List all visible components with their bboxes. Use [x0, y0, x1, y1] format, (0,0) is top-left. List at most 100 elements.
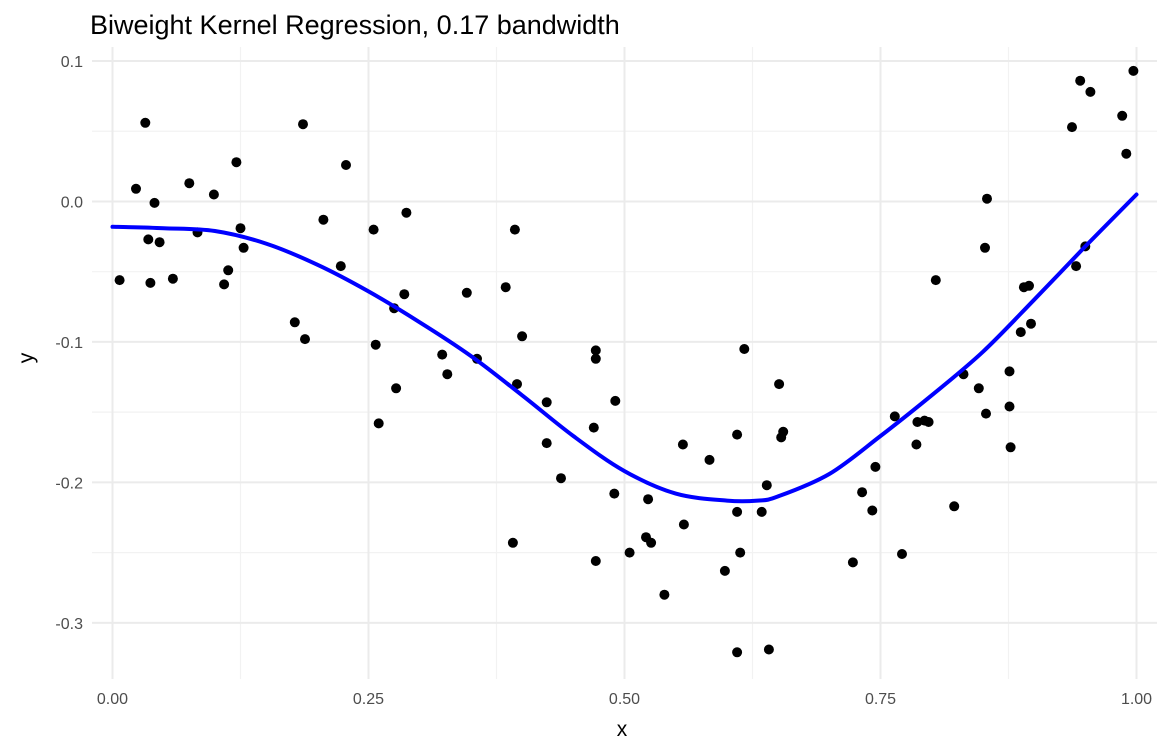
data-point — [889, 411, 900, 422]
data-point — [1071, 261, 1082, 272]
data-point — [867, 505, 878, 516]
data-point — [761, 480, 772, 491]
data-point — [870, 461, 881, 472]
data-point — [756, 506, 767, 517]
data-point — [1085, 86, 1096, 97]
data-point — [590, 353, 601, 364]
data-point — [678, 519, 689, 530]
y-tick-label: -0.1 — [55, 335, 83, 352]
data-point — [300, 334, 310, 345]
regression-curve — [110, 192, 1139, 504]
data-point — [643, 494, 654, 505]
y-tick-label: 0.1 — [61, 54, 83, 71]
data-point — [1067, 122, 1077, 133]
y-axis-title: y — [15, 352, 38, 363]
data-point — [739, 344, 750, 354]
data-point — [949, 501, 960, 512]
data-point — [154, 237, 165, 248]
data-point — [184, 178, 195, 189]
data-point — [318, 214, 329, 225]
data-point — [298, 119, 308, 130]
data-point — [335, 261, 346, 272]
data-point — [461, 287, 472, 298]
data-point — [911, 439, 922, 450]
data-point — [659, 589, 670, 600]
data-point — [238, 242, 249, 253]
data-point — [541, 397, 552, 408]
data-point — [981, 408, 991, 419]
data-point — [167, 273, 178, 284]
data-point — [235, 223, 246, 234]
data-point — [677, 439, 688, 450]
data-point — [624, 547, 635, 558]
data-point — [982, 193, 992, 204]
chart-title: Biweight Kernel Regression, 0.17 bandwid… — [90, 10, 620, 40]
data-point — [509, 224, 520, 235]
data-point — [980, 242, 990, 253]
data-point — [719, 565, 730, 576]
data-point — [1075, 75, 1086, 86]
data-point — [897, 549, 907, 559]
data-point — [223, 265, 234, 276]
data-point — [609, 488, 620, 499]
data-point — [610, 395, 621, 406]
data-point — [208, 189, 219, 200]
data-point — [847, 557, 858, 568]
data-point — [391, 383, 402, 394]
major-gridlines — [92, 47, 1157, 679]
data-point — [588, 422, 599, 433]
data-point — [1121, 148, 1132, 159]
data-point — [1015, 327, 1026, 338]
data-point — [732, 647, 743, 658]
data-point — [857, 487, 868, 498]
data-point — [140, 117, 151, 128]
y-tick-label: -0.3 — [55, 616, 83, 633]
data-point — [149, 197, 160, 208]
x-axis-title: x — [617, 718, 628, 741]
data-point — [1004, 366, 1015, 377]
data-point — [145, 277, 156, 288]
data-points — [114, 65, 1139, 658]
data-point — [1024, 280, 1034, 291]
data-point — [704, 454, 715, 465]
y-tick-label: 0.0 — [61, 194, 83, 211]
data-point — [923, 417, 934, 427]
data-point — [368, 224, 379, 235]
x-tick-label: 0.75 — [865, 691, 896, 708]
data-point — [401, 207, 412, 218]
data-point — [143, 234, 154, 245]
x-tick-label: 0.25 — [353, 691, 384, 708]
data-point — [1117, 110, 1128, 121]
data-point — [973, 383, 984, 394]
data-point — [1026, 318, 1036, 329]
data-point — [373, 418, 384, 429]
data-point — [735, 547, 746, 558]
data-point — [774, 379, 785, 390]
x-tick-label: 0.00 — [97, 691, 128, 708]
data-point — [507, 537, 518, 548]
data-point — [590, 556, 601, 566]
data-point — [437, 349, 448, 360]
data-point — [1005, 442, 1016, 453]
data-point — [399, 289, 410, 300]
data-point — [512, 379, 522, 390]
data-point — [732, 429, 743, 440]
data-point — [1004, 401, 1015, 412]
data-point — [590, 345, 601, 356]
y-axis-tick-labels: -0.3 -0.2 -0.1 0.0 0.1 — [55, 54, 83, 633]
data-point — [930, 275, 941, 286]
data-point — [442, 369, 453, 380]
data-point — [114, 275, 125, 286]
data-point — [370, 339, 381, 350]
data-point — [500, 282, 511, 293]
data-point — [289, 317, 300, 328]
data-point — [778, 426, 789, 437]
data-point — [341, 160, 351, 170]
data-point — [556, 473, 566, 484]
x-axis-tick-labels: 0.00 0.25 0.50 0.75 1.00 — [97, 691, 1152, 708]
data-point — [131, 183, 141, 194]
data-point — [1128, 65, 1139, 76]
data-point — [763, 644, 774, 655]
x-tick-label: 0.50 — [609, 691, 640, 708]
